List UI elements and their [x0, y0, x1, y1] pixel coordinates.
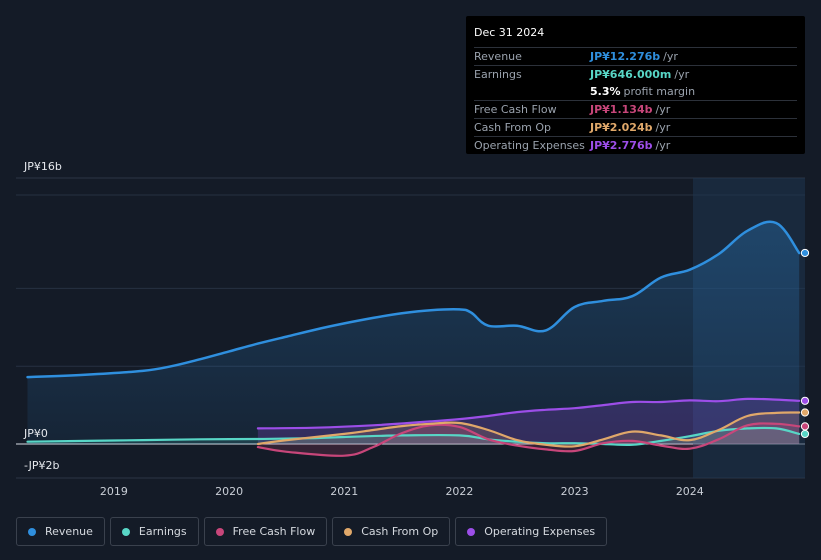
end-dot-earnings	[800, 429, 810, 439]
tooltip-row-margin: 5.3% profit margin	[474, 83, 797, 100]
line-fcf	[256, 422, 801, 457]
x-tick-label: 2024	[676, 485, 704, 498]
x-tick-label: 2019	[100, 485, 128, 498]
tooltip-revenue-value: JP¥12.276b	[590, 50, 661, 63]
y-tick-label: -JP¥2b	[24, 459, 59, 472]
tooltip-date: Dec 31 2024	[474, 26, 545, 39]
opex-dot-icon	[467, 527, 476, 536]
revenue-dot-icon	[28, 527, 36, 536]
legend-item-earnings[interactable]: Earnings	[109, 517, 199, 546]
tooltip-earnings-value: JP¥646.000m	[590, 68, 672, 81]
end-dot-cfo	[800, 408, 810, 417]
area-opex	[257, 398, 800, 444]
tooltip-opex-label: Operating Expenses	[474, 139, 585, 152]
tooltip-panel: Dec 31 2024 Revenue JP¥12.276b /yr Earni…	[466, 16, 805, 154]
area-earnings	[27, 427, 800, 445]
axes: JP¥16b JP¥0 -JP¥2b 2019 2020 2021 2022 2023 2024	[23, 160, 704, 498]
legend-item-revenue[interactable]: Revenue	[16, 517, 105, 546]
end-dot-revenue	[800, 248, 810, 258]
tooltip-earnings-label: Earnings	[474, 68, 522, 81]
area-revenue	[27, 221, 800, 444]
legend-item-cfo[interactable]: Cash From Op	[332, 517, 451, 546]
series-end-dots	[800, 248, 810, 439]
fcf-dot-icon	[215, 527, 224, 536]
x-tick-label: 2022	[445, 485, 473, 498]
tooltip-unit: /yr	[663, 50, 678, 63]
x-tick-label: 2020	[215, 485, 243, 498]
series-lines	[26, 220, 801, 457]
cfo-dot-icon	[344, 527, 353, 536]
line-revenue	[26, 220, 801, 379]
end-dot-fcf	[800, 422, 810, 431]
y-tick-label: JP¥16b	[23, 160, 62, 173]
tooltip-row-fcf: Free Cash Flow JP¥1.134b /yr	[474, 100, 797, 118]
tooltip-cfo-value: JP¥2.024b	[590, 121, 653, 134]
tooltip-unit: /yr	[655, 121, 671, 134]
tooltip-fcf-value: JP¥1.134b	[590, 103, 653, 116]
legend-label-cfo: Cash From Op	[361, 525, 439, 538]
tooltip-fcf-label: Free Cash Flow	[474, 103, 557, 116]
legend-label-fcf: Free Cash Flow	[232, 525, 316, 538]
earnings-dot-icon	[121, 527, 130, 536]
tooltip-opex-value: JP¥2.776b	[590, 139, 653, 152]
tooltip-row-opex: Operating Expenses JP¥2.776b /yr	[474, 136, 797, 154]
line-cfo	[256, 411, 801, 448]
tooltip-row-cfo: Cash From Op JP¥2.024b /yr	[474, 118, 797, 136]
line-opex	[256, 397, 801, 430]
tooltip-row-earnings: Earnings JP¥646.000m /yr	[474, 65, 797, 83]
tooltip-cfo-label: Cash From Op	[474, 121, 552, 134]
line-earnings	[26, 426, 801, 447]
series-areas	[27, 221, 800, 456]
legend-item-opex[interactable]: Operating Expenses	[455, 517, 608, 546]
legend: Revenue Earnings Free Cash Flow Cash Fro…	[16, 517, 608, 546]
legend-label-earnings: Earnings	[138, 525, 187, 538]
tooltip-unit: /yr	[655, 103, 671, 116]
tooltip-margin-value: 5.3%	[590, 85, 621, 98]
tooltip-revenue-label: Revenue	[474, 50, 522, 63]
y-tick-label: JP¥0	[23, 427, 48, 440]
x-tick-label: 2023	[561, 485, 589, 498]
end-dot-opex	[800, 396, 810, 405]
tooltip-margin-label: profit margin	[623, 85, 696, 98]
legend-label-revenue: Revenue	[45, 525, 93, 538]
legend-label-opex: Operating Expenses	[484, 525, 596, 538]
legend-item-fcf[interactable]: Free Cash Flow	[203, 517, 328, 546]
tooltip-row-revenue: Revenue JP¥12.276b /yr	[474, 47, 797, 65]
tooltip-unit: /yr	[674, 68, 690, 81]
x-tick-label: 2021	[330, 485, 358, 498]
tooltip-unit: /yr	[655, 139, 671, 152]
